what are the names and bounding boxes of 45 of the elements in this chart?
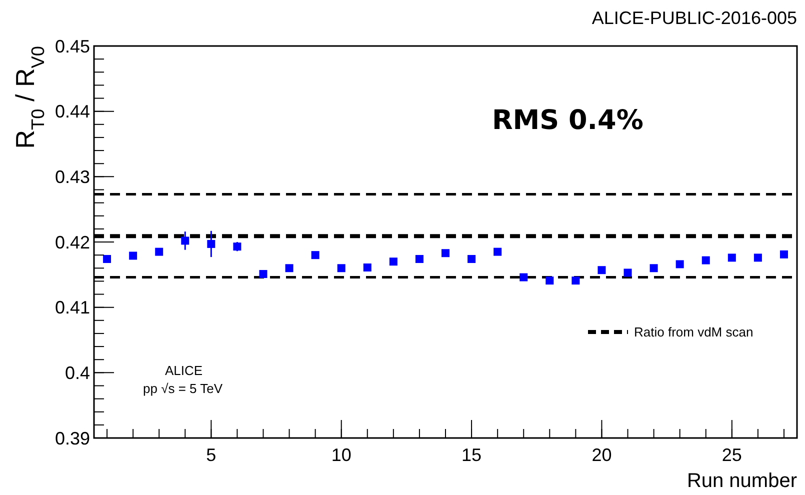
point [389,258,398,266]
legend-label: Ratio from vdM scan [634,324,754,340]
point [546,276,554,285]
point [337,264,346,272]
x-tick-label: 20 [592,445,612,465]
y-tick-label: 0.45 [54,36,90,56]
annotation: RMS 0.4% [492,105,644,136]
point [129,252,138,260]
point [494,248,502,256]
point [311,251,320,260]
x-tick-label: 10 [331,445,352,465]
point [520,273,528,282]
point [233,242,242,251]
annotation: pp √s = 5 TeV [143,381,223,396]
point [598,266,606,274]
point [285,264,294,272]
annotation: ALICE [165,363,203,378]
point [702,256,710,264]
point [363,263,372,272]
x-tick-label: 25 [722,445,742,465]
y-tick-label: 0.4 [64,362,90,383]
point [728,254,736,262]
point [468,254,476,263]
y-tick-label: 0.44 [54,102,90,122]
x-axis-title: Run number [686,470,798,492]
point [415,254,424,263]
point [207,240,216,248]
point [442,249,450,258]
x-tick-label: 15 [462,445,482,465]
point [259,270,268,278]
point [181,236,190,245]
y-tick-label: 0.43 [54,166,90,187]
point [103,254,112,263]
point [624,268,632,277]
point [572,276,580,285]
point [754,254,762,262]
point [650,264,658,272]
point [155,248,164,256]
x-tick-label: 5 [206,445,216,465]
point [676,260,684,268]
y-tick-label: 0.42 [54,232,90,252]
point [780,250,788,258]
text: ALICE-PUBLIC-2016-005 [592,8,797,28]
y-tick-label: 0.39 [54,428,90,448]
y-tick-label: 0.41 [54,298,90,318]
